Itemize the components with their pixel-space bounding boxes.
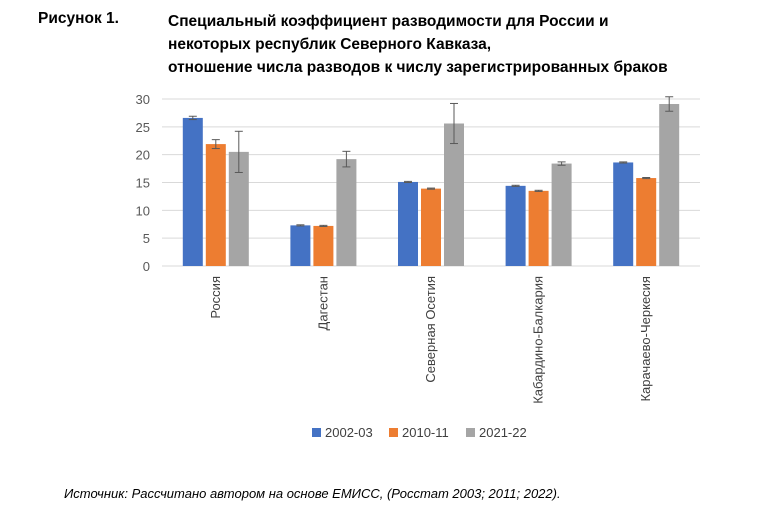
- x-tick-label: Северная Осетия: [423, 276, 438, 383]
- chart-title-line-3: отношение числа разводов к числу зарегис…: [168, 59, 668, 76]
- chart-title-line-2: некоторых республик Северного Кавказа,: [168, 36, 492, 53]
- chart-title-line-1: Специальный коэффициент разводимости для…: [168, 13, 609, 30]
- bar: [551, 163, 572, 266]
- legend-label: 2010-11: [402, 425, 449, 440]
- legend-swatch: [466, 428, 475, 437]
- bar: [659, 104, 680, 266]
- x-tick-label: Кабардино-Балкария: [531, 276, 546, 404]
- y-tick-label: 5: [143, 231, 150, 246]
- bar: [336, 159, 357, 266]
- source-note: Источник: Рассчитано автором на основе Е…: [64, 486, 561, 501]
- bar: [290, 225, 311, 266]
- bar: [313, 225, 334, 266]
- y-tick-label: 30: [136, 92, 150, 107]
- legend-swatch: [389, 428, 398, 437]
- legend-swatch: [312, 428, 321, 437]
- bar: [228, 151, 249, 266]
- bar: [182, 117, 203, 266]
- bar: [205, 144, 226, 266]
- bar: [636, 178, 657, 266]
- bar: [613, 162, 634, 266]
- legend-label: 2002-03: [325, 425, 373, 440]
- x-tick-label: Дагестан: [315, 276, 330, 330]
- bar: [444, 123, 464, 266]
- bar: [421, 188, 441, 266]
- y-tick-label: 15: [136, 176, 150, 191]
- bar: [505, 185, 526, 266]
- x-tick-label: Карачаево-Черкесия: [638, 276, 653, 402]
- bar: [528, 190, 549, 266]
- legend-label: 2021-22: [479, 425, 527, 440]
- y-tick-label: 20: [136, 148, 150, 163]
- bar: [398, 181, 418, 266]
- y-tick-label: 25: [136, 120, 150, 135]
- chart-title: Специальный коэффициент разводимости для…: [168, 10, 668, 79]
- y-tick-label: 0: [143, 259, 150, 274]
- y-tick-label: 10: [136, 203, 150, 218]
- x-tick-label: Россия: [208, 276, 223, 319]
- figure-label: Рисунок 1.: [38, 10, 119, 27]
